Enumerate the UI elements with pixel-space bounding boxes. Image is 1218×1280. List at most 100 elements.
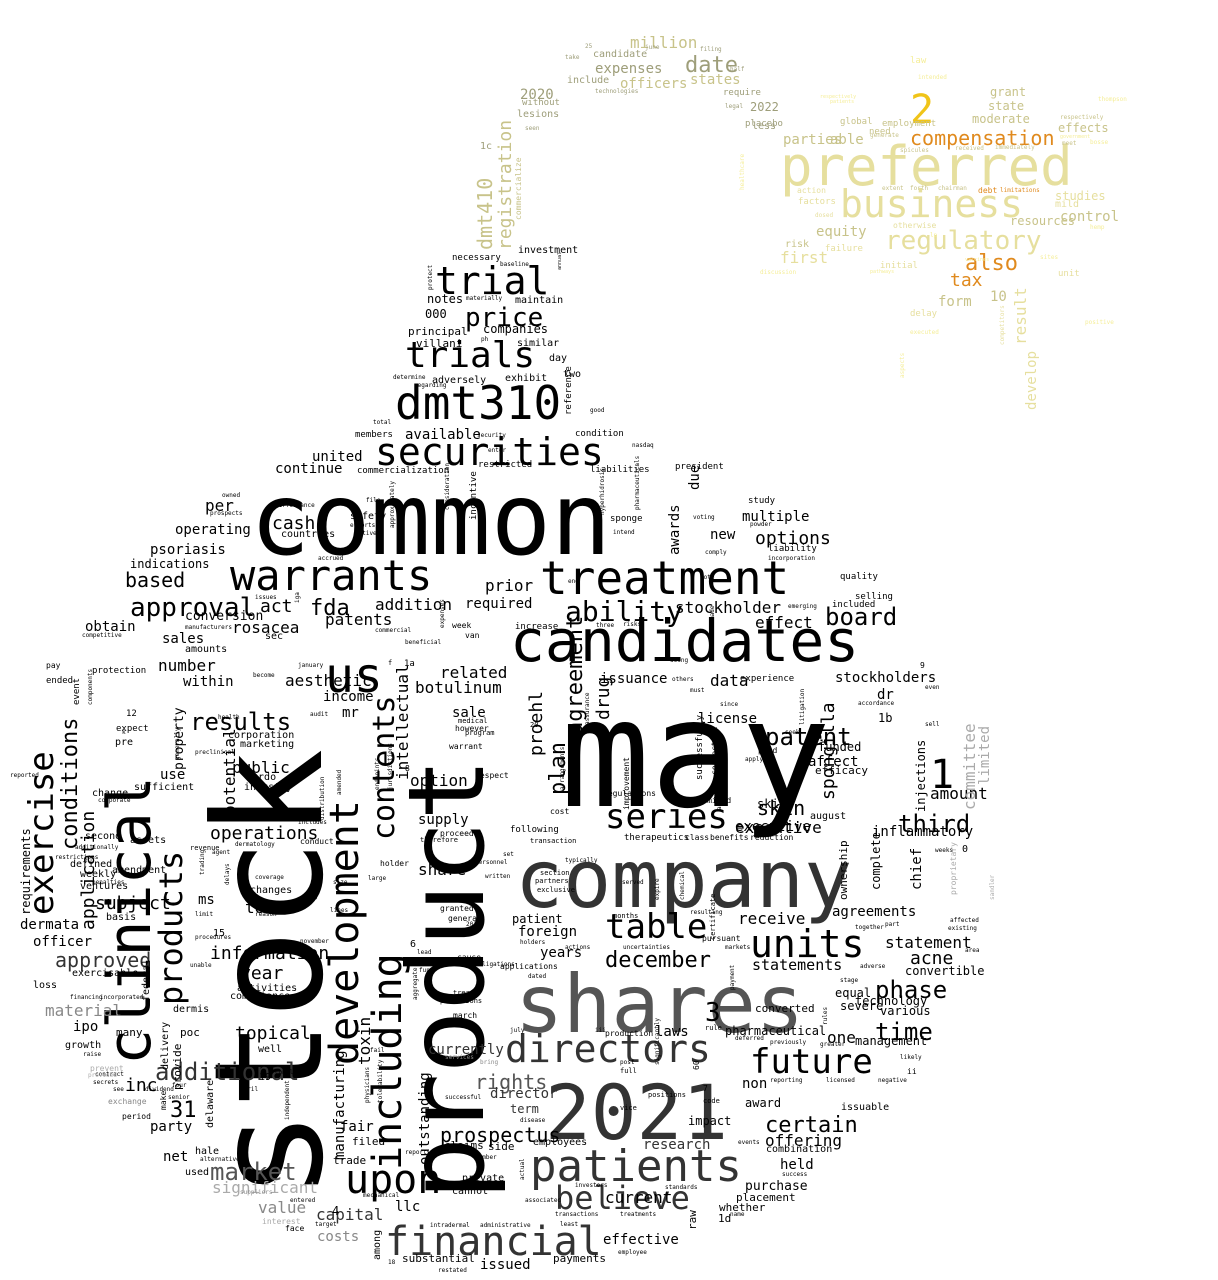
word-delay: delay: [910, 309, 938, 319]
word-1b: 1b: [878, 711, 893, 725]
word-june: june: [645, 44, 660, 51]
word-owned: owned: [222, 492, 241, 499]
word-without: without: [522, 98, 560, 108]
word-receive: receive: [738, 909, 806, 928]
word-revenue: revenue: [190, 844, 220, 852]
word-generally: generally: [174, 727, 181, 760]
word-rights: rights: [475, 1070, 548, 1094]
word-one: one: [827, 1028, 856, 1047]
word-among: among: [372, 1229, 383, 1260]
word-various: various: [880, 1004, 931, 1018]
word-rule: rule: [705, 1024, 722, 1032]
word-award: award: [745, 1096, 782, 1110]
word-sufficient: sufficient: [134, 782, 195, 793]
word-patents: patents: [325, 610, 393, 629]
word-may: may: [560, 668, 831, 842]
word-discussion: discussion: [760, 269, 797, 276]
word-cannot: cannot: [452, 1186, 489, 1197]
word-included: included: [832, 600, 876, 610]
word-file: file: [366, 497, 381, 504]
word-least: least: [560, 1221, 579, 1228]
word-committee: committee: [960, 723, 979, 810]
word-candidate: candidate: [593, 49, 648, 60]
word-certain: certain: [765, 1113, 858, 1138]
word-pathways: pathways: [870, 269, 895, 275]
word-benefits: benefits: [710, 833, 749, 842]
word-iii: iii: [595, 1027, 606, 1034]
word-anti: anti: [716, 795, 723, 810]
word-affect: affect: [808, 754, 859, 770]
word-patients: patients: [830, 99, 855, 105]
word-pharmaceuticals: pharmaceuticals: [634, 455, 641, 510]
word-exclusive: exclusive: [537, 886, 575, 894]
word-required: required: [465, 596, 533, 612]
word-security: security: [477, 432, 506, 439]
word-negative: negative: [878, 1077, 907, 1084]
word-price: price: [465, 303, 544, 333]
word-dr: dr: [877, 687, 894, 703]
word-third: third: [898, 810, 971, 838]
word-private: private: [462, 1173, 505, 1184]
word-issued: issued: [480, 1257, 531, 1273]
word-requirements: requirements: [19, 828, 33, 915]
word-actual: actual: [519, 1158, 526, 1180]
word-regarding: regarding: [414, 382, 447, 389]
word-phase: phase: [875, 976, 948, 1004]
word-cash: cash: [272, 513, 316, 534]
word-dermis: dermis: [173, 1004, 210, 1015]
word-psoriasis: psoriasis: [150, 542, 226, 558]
word-ipo: ipo: [73, 1019, 99, 1035]
word-believe: believe: [555, 1179, 690, 1217]
word-acne: acne: [910, 948, 954, 969]
word-60: 60: [692, 1060, 701, 1070]
word-side: side: [488, 1140, 515, 1153]
word-see: see: [113, 1086, 124, 1093]
word-ii: ii: [907, 1067, 917, 1076]
word-safety: safety: [350, 511, 387, 522]
word-forth: forth: [910, 185, 929, 192]
word-senior: senior: [168, 1094, 190, 1101]
word-years: years: [540, 945, 583, 961]
word-second: second: [85, 831, 122, 842]
word-lead: lead: [417, 949, 432, 956]
word-operations: operations: [210, 823, 319, 844]
word-tolerability: tolerability: [377, 1059, 384, 1103]
word-mr: mr: [342, 705, 359, 721]
word-previously: previously: [770, 1039, 807, 1046]
word-lp: lp: [930, 232, 938, 239]
word-party: party: [150, 1119, 193, 1135]
word-meet: meet: [1062, 140, 1077, 147]
word-approved: approved: [55, 948, 152, 972]
word-employees: employees: [533, 1137, 588, 1148]
word-others: others: [672, 676, 694, 683]
word-november: november: [300, 938, 329, 945]
word-materially: materially: [466, 295, 503, 302]
word-20: 20: [530, 721, 539, 729]
word-trial: trial: [435, 259, 550, 303]
word-financing: financing: [70, 994, 103, 1001]
word-paid: paid: [758, 746, 778, 755]
word-beneficial: beneficial: [405, 639, 442, 646]
word-thompson: thompson: [1098, 96, 1127, 103]
word-suppliers: suppliers: [240, 1189, 273, 1196]
word-granted: granted: [440, 904, 474, 913]
word-adversely: adversely: [432, 375, 487, 386]
word-sites: sites: [1040, 254, 1059, 261]
word-u: u: [325, 504, 330, 513]
word-otherwise: otherwise: [893, 221, 937, 230]
word-officers: officers: [620, 76, 688, 92]
word-uncertainties: uncertainties: [623, 944, 670, 951]
word-personnel: personnel: [475, 859, 508, 866]
word-related: related: [440, 663, 508, 682]
word-regulatory: regulatory: [885, 226, 1042, 256]
word-ended: ended: [46, 676, 74, 686]
word-additionally: additionally: [75, 844, 119, 851]
word-2: 2: [910, 87, 935, 133]
word-marketing: marketing: [240, 739, 295, 750]
word-nasdaq: nasdaq: [632, 442, 654, 449]
word-intended: intended: [918, 74, 947, 81]
word-expenses: expenses: [439, 599, 446, 628]
word-placement: placement: [736, 1191, 796, 1204]
word-tax: tax: [950, 270, 983, 291]
word-license: license: [698, 711, 758, 727]
